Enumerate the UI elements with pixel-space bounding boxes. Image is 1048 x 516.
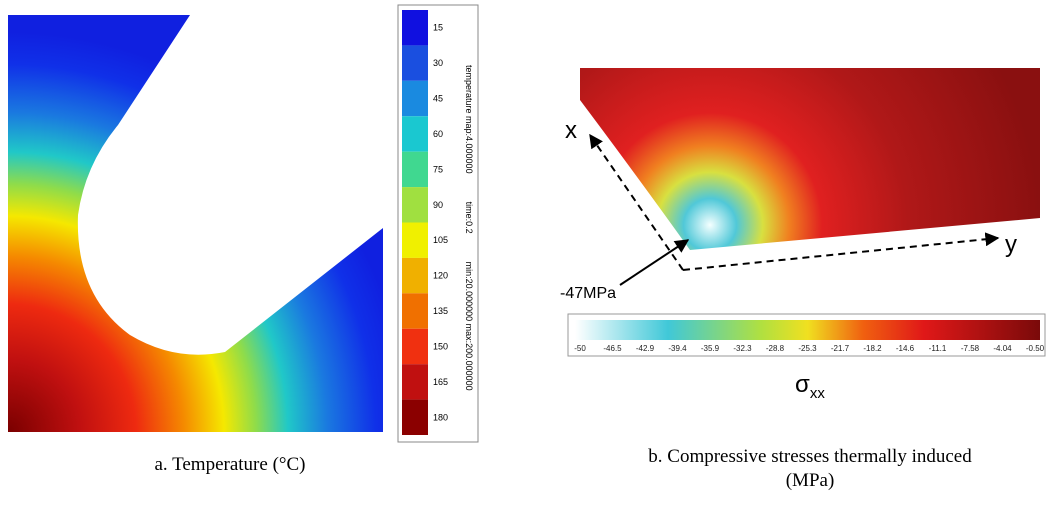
colorbar-labels: -50 -46.5 -42.9 -39.4 -35.9 -32.3 -28.8 -25.3 -2…	[574, 344, 1044, 353]
colorbar-label: 105	[433, 235, 448, 245]
colorbar-label: 90	[433, 200, 443, 210]
caption-line: (MPa)	[786, 470, 835, 491]
colorbar-label: 150	[433, 341, 448, 351]
colorbar-label: -7.58	[961, 344, 980, 353]
colorbar-cell	[402, 222, 428, 258]
colorbar-label: 75	[433, 164, 443, 174]
colorbar-cell	[402, 293, 428, 329]
colorbar-label: 15	[433, 23, 443, 33]
colorbar-cell	[402, 80, 428, 117]
colorbar-cell	[402, 45, 428, 81]
colorbar-label: -21.7	[831, 344, 850, 353]
caption-line: b. Compressive stresses thermally induce…	[648, 446, 972, 467]
colorbar-label: -18.2	[863, 344, 882, 353]
side-text-line: time:0.2	[464, 202, 474, 234]
stress-surface	[580, 68, 1040, 250]
colorbar-label: -0.50	[1026, 344, 1045, 353]
notch	[77, 15, 384, 355]
side-text-line: min:20.000000 max:200.000000	[464, 262, 474, 391]
colorbar-label: 120	[433, 271, 448, 281]
y-axis-label: y	[1005, 231, 1017, 258]
colorbar-cell	[402, 151, 428, 188]
annotation: -47MPa	[560, 285, 616, 302]
x-axis-label: x	[565, 117, 577, 144]
colorbar-label: -42.9	[636, 344, 655, 353]
side-text-line: temperature map:4.000000	[464, 65, 474, 174]
colorbar-label: 45	[433, 94, 443, 104]
colorbar-label: 30	[433, 58, 443, 68]
colorbar-cell	[402, 399, 428, 435]
colorbar-label: 180	[433, 412, 448, 422]
x-axis-arrow	[589, 133, 684, 271]
colorbar-label: -28.8	[766, 344, 785, 353]
colorbar-label: -39.4	[668, 344, 687, 353]
colorbar-cell	[402, 10, 428, 46]
colorbar-label: -35.9	[701, 344, 720, 353]
colorbar-cell	[402, 187, 428, 223]
colorbar-cell	[402, 257, 428, 294]
colorbar-label: -32.3	[733, 344, 752, 353]
y-axis-arrow	[682, 232, 1000, 271]
annotation-arrow	[619, 239, 690, 286]
colorbar-label: -14.6	[896, 344, 915, 353]
colorbar-gradient	[575, 320, 1040, 340]
colorbar: 15 30 45 60 75 90 105 120 135 150 165 180	[402, 10, 448, 435]
colorbar-title: σxx	[795, 371, 825, 402]
colorbar-label: -50	[574, 344, 586, 353]
colorbar-cell	[402, 364, 428, 400]
subscript: xx	[810, 385, 826, 402]
colorbar-label: 165	[433, 377, 448, 387]
symbol: σ	[795, 371, 810, 398]
colorbar-label: 60	[433, 129, 443, 139]
colorbar-label: -46.5	[603, 344, 622, 353]
colorbar-cell	[402, 328, 428, 365]
side-text: temperature map:4.000000 time:0.2 min:20.0…	[464, 65, 474, 391]
colorbar-cell	[402, 116, 428, 152]
colorbar-label: 135	[433, 306, 448, 316]
colorbar-label: -25.3	[798, 344, 817, 353]
caption: b. Compressive stresses thermally induce…	[648, 446, 972, 491]
caption: a. Temperature (°C)	[155, 454, 306, 475]
colorbar-label: -11.1	[929, 344, 947, 353]
colorbar-label: -4.04	[993, 344, 1012, 353]
